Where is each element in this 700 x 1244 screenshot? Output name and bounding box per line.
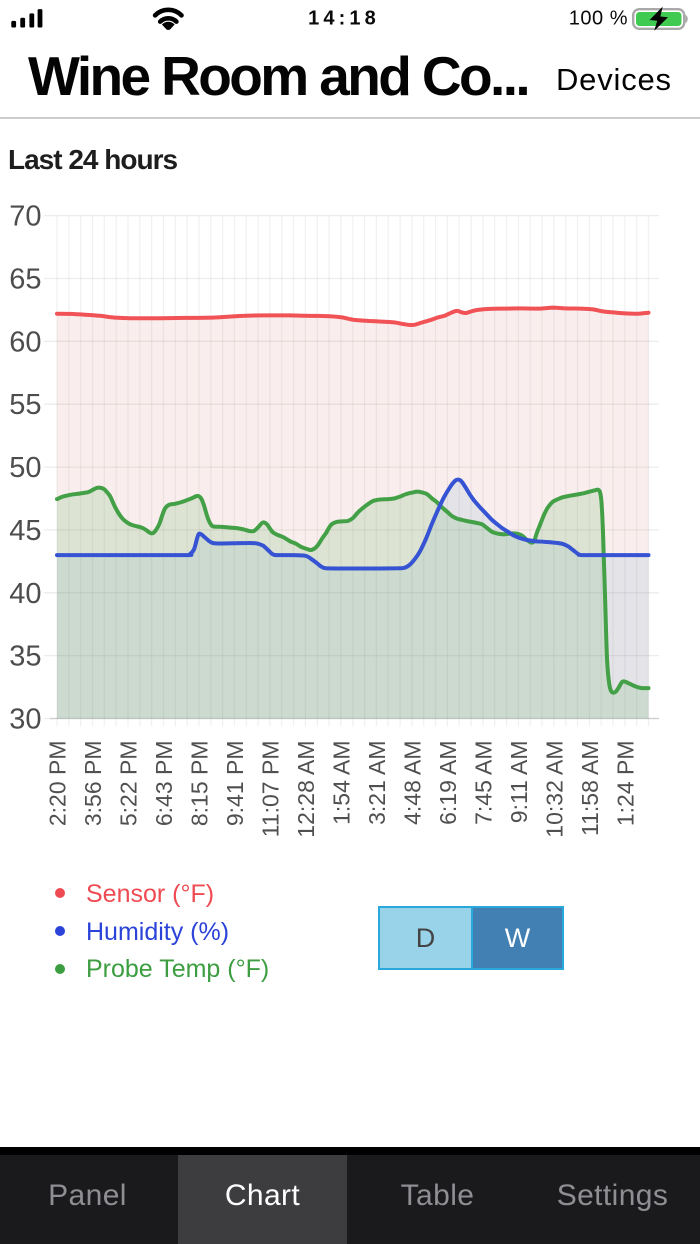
svg-text:14:18: 14:18 (308, 8, 380, 30)
svg-text:1:54 AM: 1:54 AM (328, 741, 354, 825)
svg-text:55: 55 (9, 389, 41, 421)
svg-text:60: 60 (9, 326, 41, 358)
svg-text:6:43 PM: 6:43 PM (151, 741, 177, 827)
svg-text:50: 50 (9, 452, 41, 484)
svg-text:45: 45 (9, 515, 41, 547)
svg-text:4:48 AM: 4:48 AM (399, 741, 425, 825)
svg-text:70: 70 (9, 201, 41, 233)
svg-text:6:19 AM: 6:19 AM (435, 741, 461, 825)
svg-text:3:21 AM: 3:21 AM (364, 741, 390, 825)
svg-text:9:41 PM: 9:41 PM (222, 741, 248, 827)
svg-text:2:20 PM: 2:20 PM (45, 741, 71, 827)
svg-text:1:24 PM: 1:24 PM (612, 741, 638, 827)
svg-text:35: 35 (9, 641, 41, 673)
svg-text:40: 40 (9, 578, 41, 610)
svg-text:11:58 AM: 11:58 AM (577, 741, 603, 836)
svg-text:100 %: 100 % (569, 8, 628, 30)
svg-text:8:15 PM: 8:15 PM (187, 741, 213, 827)
svg-text:3:56 PM: 3:56 PM (80, 741, 106, 827)
svg-text:11:07 PM: 11:07 PM (257, 741, 283, 838)
svg-text:65: 65 (9, 264, 41, 296)
svg-text:7:45 AM: 7:45 AM (470, 741, 496, 825)
svg-text:9:11 AM: 9:11 AM (506, 741, 532, 824)
svg-text:5:22 PM: 5:22 PM (116, 741, 142, 827)
svg-text:10:32 AM: 10:32 AM (541, 741, 567, 838)
svg-text:12:28 AM: 12:28 AM (293, 741, 319, 838)
svg-text:30: 30 (9, 704, 41, 736)
